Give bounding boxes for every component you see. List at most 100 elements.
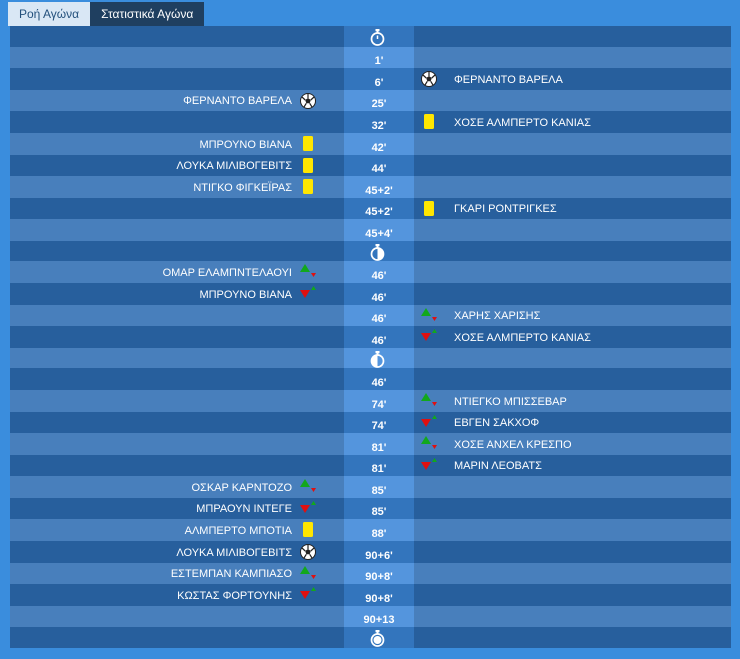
timeline-event-row: 90+8' ΕΣΤΕΜΠΑΝ ΚΑΜΠΙΑΣΟ [10, 562, 731, 585]
away-player-name: ΧΑΡΗΣ ΧΑΡΙΣΗΣ [454, 310, 541, 323]
timeline-event-row: 6' ΦΕΡΝΑΝΤΟ ΒΑΡΕΛΑ [10, 68, 731, 90]
event-minute: 42' [371, 141, 387, 154]
event-minute: 32' [371, 119, 387, 132]
away-player-name: ΧΟΣΕ ΑΛΜΠΕΡΤΟ ΚΑΝΙΑΣ [454, 116, 591, 129]
timeline-event-row: 90+13 [10, 605, 731, 628]
event-minute: 90+8' [365, 592, 393, 605]
event-minute: 85' [371, 506, 387, 519]
timeline-phase-row [10, 240, 731, 262]
yellow-card-icon [299, 521, 317, 539]
tab-bar: Ροή Αγώνα Στατιστικά Αγώνα [8, 2, 205, 26]
event-minute: 45+2' [365, 184, 393, 197]
substitution-out-icon [299, 500, 317, 518]
substitution-out-icon [420, 328, 438, 346]
timeline-event-row: 90+8' ΚΩΣΤΑΣ ΦΟΡΤΟΥΝΗΣ [10, 584, 731, 606]
home-player-name: ΑΛΜΠΕΡΤΟ ΜΠΟΤΙΑ [184, 525, 292, 538]
event-minute: 88' [371, 528, 387, 541]
event-minute: 74' [371, 398, 387, 411]
timeline-event-row: 32' ΧΟΣΕ ΑΛΜΠΕΡΤΟ ΚΑΝΙΑΣ [10, 111, 731, 133]
home-player-name: ΕΣΤΕΜΠΑΝ ΚΑΜΠΙΑΣΟ [170, 568, 292, 581]
timeline-event-row: 1' [10, 46, 731, 69]
timeline-event-row: 42' ΜΠΡΟΥΝΟ ΒΙΑΝΑ [10, 132, 731, 155]
event-minute: 6' [374, 76, 384, 89]
full-time-stopwatch-icon [369, 630, 386, 648]
home-player-name: ΜΠΡΟΥΝΟ ΒΙΑΝΑ [199, 288, 292, 301]
event-minute: 85' [371, 484, 387, 497]
home-player-name: ΚΩΣΤΑΣ ΦΟΡΤΟΥΝΗΣ [177, 589, 292, 602]
minute-column [344, 26, 414, 648]
timeline-event-row: 46' ΧΟΣΕ ΑΛΜΠΕΡΤΟ ΚΑΝΙΑΣ [10, 326, 731, 348]
event-minute: 46' [371, 270, 387, 283]
match-timeline-panel: 1' 6' ΦΕΡΝΑΝΤΟ ΒΑΡΕΛΑ 25' ΦΕΡΝΑΝΤΟ ΒΑΡΕΛΑ 32'… [10, 26, 731, 648]
timeline-event-row: 46' ΜΠΡΟΥΝΟ ΒΙΑΝΑ [10, 283, 731, 305]
event-minute: 90+13 [363, 614, 395, 627]
timeline-event-row: 90+6' ΛΟΥΚΑ ΜΙΛΙΒΟΓΕΒΙΤΣ [10, 541, 731, 563]
away-player-name: ΦΕΡΝΑΝΤΟ ΒΑΡΕΛΑ [454, 73, 563, 86]
substitution-in-icon [299, 263, 317, 281]
away-player-name: ΜΑΡΙΝ ΛΕΟΒΑΤΣ [454, 460, 542, 473]
yellow-card-icon [299, 157, 317, 175]
timeline-event-row: 25' ΦΕΡΝΑΝΤΟ ΒΑΡΕΛΑ [10, 89, 731, 112]
event-minute: 90+8' [365, 571, 393, 584]
timeline-event-row: 46' ΟΜΑΡ ΕΛΑΜΠΝΤΕΛΑΟΥΙ [10, 261, 731, 284]
event-minute: 90+6' [365, 549, 393, 562]
timeline-event-row: 81' ΧΟΣΕ ΑΝΧΕΛ ΚΡΕΣΠΟ [10, 433, 731, 455]
timeline-event-row: 45+2' ΝΤΙΓΚΟ ΦΙΓΚΕΪΡΑΣ [10, 176, 731, 198]
substitution-in-icon [420, 307, 438, 325]
substitution-out-icon [420, 414, 438, 432]
timeline-event-row: 74' ΝΤΙΕΓΚΟ ΜΠΙΣΣΕΒΑΡ [10, 389, 731, 412]
yellow-card-icon [299, 135, 317, 153]
away-player-name: ΝΤΙΕΓΚΟ ΜΠΙΣΣΕΒΑΡ [454, 395, 567, 408]
away-player-name: ΓΚΑΡΙ ΡΟΝΤΡΙΓΚΕΣ [454, 203, 557, 216]
timeline-phase-row [10, 347, 731, 369]
yellow-card-icon [420, 200, 438, 218]
event-minute: 46' [371, 291, 387, 304]
substitution-out-icon [299, 586, 317, 604]
home-player-name: ΜΠΡΟΥΝΟ ΒΙΑΝΑ [199, 138, 292, 151]
event-minute: 81' [371, 441, 387, 454]
substitution-in-icon [420, 392, 438, 410]
home-player-name: ΛΟΥΚΑ ΜΙΛΙΒΟΓΕΒΙΤΣ [176, 160, 292, 173]
event-minute: 46' [371, 313, 387, 326]
event-minute: 46' [371, 376, 387, 389]
tab-match-flow[interactable]: Ροή Αγώνα [8, 2, 91, 26]
stopwatch-icon [369, 29, 386, 46]
event-minute: 44' [371, 163, 387, 176]
substitution-in-icon [420, 435, 438, 453]
goal-ball-icon [299, 543, 317, 561]
event-minute: 46' [371, 334, 387, 347]
home-player-name: ΝΤΙΓΚΟ ΦΙΓΚΕΪΡΑΣ [193, 181, 292, 194]
event-minute: 1' [374, 55, 384, 68]
timeline-event-row: 46' ΧΑΡΗΣ ΧΑΡΙΣΗΣ [10, 304, 731, 327]
substitution-out-icon [299, 285, 317, 303]
timeline-event-row: 44' ΛΟΥΚΑ ΜΙΛΙΒΟΓΕΒΙΤΣ [10, 154, 731, 177]
substitution-out-icon [420, 457, 438, 475]
timeline-event-row: 85' ΜΠΡΑΟΥΝ ΙΝΤΕΓΕ [10, 497, 731, 520]
timeline-phase-row [10, 26, 731, 47]
event-minute: 81' [371, 463, 387, 476]
timeline-event-row: 45+4' [10, 219, 731, 241]
away-player-name: ΧΟΣΕ ΑΛΜΠΕΡΤΟ ΚΑΝΙΑΣ [454, 331, 591, 344]
home-player-name: ΜΠΡΑΟΥΝ ΙΝΤΕΓΕ [196, 503, 292, 516]
timeline-event-row: 81' ΜΑΡΙΝ ΛΕΟΒΑΤΣ [10, 454, 731, 477]
home-player-name: ΟΣΚΑΡ ΚΑΡΝΤΟΖΟ [191, 481, 292, 494]
home-player-name: ΦΕΡΝΑΝΤΟ ΒΑΡΕΛΑ [183, 95, 292, 108]
home-player-name: ΟΜΑΡ ΕΛΑΜΠΝΤΕΛΑΟΥΙ [162, 267, 292, 280]
away-player-name: ΧΟΣΕ ΑΝΧΕΛ ΚΡΕΣΠΟ [454, 438, 572, 451]
event-minute: 74' [371, 420, 387, 433]
substitution-in-icon [299, 565, 317, 583]
yellow-card-icon [420, 113, 438, 131]
goal-ball-icon [299, 92, 317, 110]
home-player-name: ΛΟΥΚΑ ΜΙΛΙΒΟΓΕΒΙΤΣ [176, 546, 292, 559]
timeline-event-row: 74' ΕΒΓΕΝ ΣΑΚΧΟΦ [10, 411, 731, 434]
goal-ball-icon [420, 70, 438, 88]
event-minute: 45+2' [365, 206, 393, 219]
timeline-event-row: 88' ΑΛΜΠΕΡΤΟ ΜΠΟΤΙΑ [10, 519, 731, 542]
event-minute: 25' [371, 98, 387, 111]
tab-match-statistics[interactable]: Στατιστικά Αγώνα [90, 2, 205, 26]
timeline-phase-row [10, 627, 731, 648]
timeline-event-row: 85' ΟΣΚΑΡ ΚΑΡΝΤΟΖΟ [10, 476, 731, 498]
timeline-event-row: 45+2' ΓΚΑΡΙ ΡΟΝΤΡΙΓΚΕΣ [10, 197, 731, 220]
event-minute: 45+4' [365, 227, 393, 240]
second-half-stopwatch-icon [369, 350, 386, 368]
